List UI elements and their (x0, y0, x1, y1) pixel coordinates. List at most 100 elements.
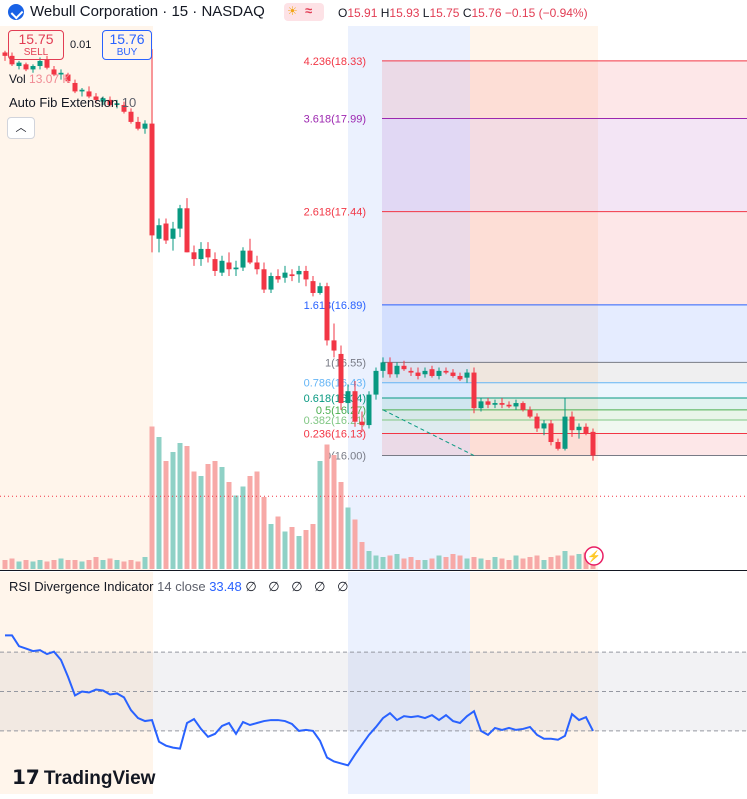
volume-bar (93, 557, 99, 569)
volume-bar (541, 560, 547, 569)
candle-body (541, 423, 547, 429)
volume-bar (457, 555, 463, 569)
candle-body (79, 89, 85, 92)
lightning-icon: ⚡ (587, 550, 601, 563)
candle-body (513, 403, 519, 407)
collapse-legend-button[interactable]: ︿ (7, 117, 35, 139)
candle (212, 252, 218, 277)
candle (324, 282, 330, 346)
spread-value: 0.01 (70, 39, 92, 51)
candle (331, 323, 337, 358)
candle (16, 60, 22, 70)
fib-level-label: 4.236(18.33) (304, 56, 366, 68)
volume-bar (247, 476, 253, 569)
candle-body (366, 394, 372, 426)
rsi-indicator-name: RSI Divergence Indicator (9, 579, 154, 594)
volume-bar (86, 560, 92, 569)
candle-body (590, 431, 596, 456)
volume-bar (373, 555, 379, 569)
candle (527, 406, 533, 419)
candle-body (478, 401, 484, 409)
open-label: O (338, 6, 348, 20)
candle-body (275, 276, 281, 280)
candle (177, 204, 183, 238)
symbol-title[interactable]: Webull Corporation · 15 · NASDAQ (30, 3, 265, 20)
fib-zone (382, 118, 747, 212)
candle (226, 252, 232, 277)
volume-bar (555, 555, 561, 569)
candle-body (569, 416, 575, 431)
fib-level-label: 1(16.55) (325, 357, 366, 369)
candle-body (408, 370, 414, 373)
candle (254, 255, 260, 275)
candle-body (156, 225, 162, 239)
open-value: 15.91 (347, 6, 378, 20)
candle (555, 438, 561, 451)
volume-bar (128, 560, 134, 569)
change-value: −0.15 (−0.94%) (504, 6, 588, 20)
volume-bar (219, 467, 225, 569)
candle (289, 269, 295, 282)
candle (128, 108, 134, 124)
candle (464, 369, 470, 383)
candle-body (121, 104, 127, 112)
candle-body (317, 286, 323, 293)
candle (170, 221, 176, 251)
candle-body (254, 262, 260, 270)
volume-bar (16, 561, 22, 569)
candle (513, 399, 519, 410)
candle-body (233, 267, 239, 270)
candle-body (331, 340, 337, 351)
fib-indicator-param: 10 (121, 95, 137, 110)
fib-level-label: 0(16.00) (325, 451, 366, 463)
candle-body (184, 208, 190, 253)
low-value: 15.75 (429, 6, 460, 20)
sun-icon: ☀ (287, 4, 298, 18)
low-label: L (422, 6, 430, 20)
candle-body (65, 74, 71, 82)
candle-body (443, 370, 449, 373)
buy-button[interactable]: 15.76 BUY (102, 30, 152, 60)
volume-bar (156, 437, 162, 569)
candle-body (163, 223, 169, 241)
candle-body (51, 69, 57, 75)
candle (338, 345, 344, 410)
candle-body (394, 365, 400, 375)
candle (394, 362, 400, 378)
candle-body (100, 98, 106, 102)
volume-bar (240, 486, 246, 569)
candle-body (296, 270, 302, 275)
volume-bar (212, 461, 218, 569)
candle (261, 262, 267, 293)
market-status-badge[interactable] (284, 3, 324, 21)
rsi-indicator-legend[interactable]: RSI Divergence Indicator 14 close 33.48 … (9, 579, 352, 595)
candle-body (2, 52, 8, 56)
candle-body (520, 403, 526, 410)
volume-bar (310, 524, 316, 569)
candle (590, 428, 596, 461)
candle-body (464, 372, 470, 378)
sell-button[interactable]: 15.75 SELL (8, 30, 64, 60)
volume-legend[interactable]: Vol 13.07 K (9, 72, 70, 86)
volume-bar (296, 536, 302, 569)
candle-body (380, 362, 386, 371)
candle (387, 357, 393, 378)
volume-bar (114, 560, 120, 569)
candle-body (23, 64, 29, 70)
candle (156, 218, 162, 253)
fib-indicator-legend[interactable]: Auto Fib Extension 10 (9, 95, 136, 110)
candle-body (436, 370, 442, 376)
candle (2, 50, 8, 61)
candle-body (555, 442, 561, 449)
candle (23, 62, 29, 72)
ohlc-readout: O15.91 H15.93 L15.75 C15.76 −0.15 (−0.94… (338, 6, 588, 20)
candle-body (142, 123, 148, 129)
candle-body (310, 281, 316, 293)
volume-bar (366, 551, 372, 569)
tradingview-logo[interactable]: 𝟭𝟳 TradingView (12, 765, 155, 790)
rsi-indicator-empty-values: ∅ ∅ ∅ ∅ ∅ (245, 579, 353, 594)
fib-level-label: 0.786(16.43) (304, 378, 366, 390)
volume-bar (65, 560, 71, 569)
